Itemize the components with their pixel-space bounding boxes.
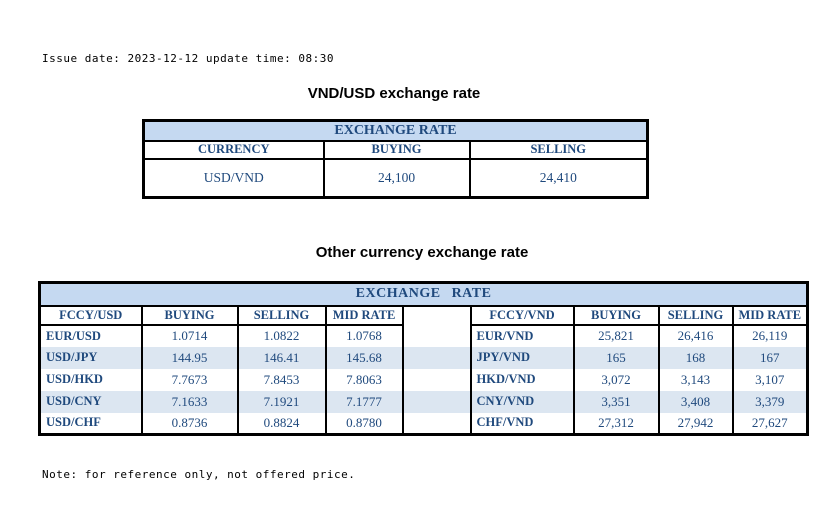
rate-value: 167 [731,346,809,369]
right-col-selling: SELLING [657,304,734,326]
rate-value: 7.8453 [236,368,327,391]
table-row: USD/CNY 7.1633 7.1921 7.1777 CNY/VND 3,3… [38,390,809,413]
rate-value: 0.8824 [236,412,327,435]
left-col-buying: BUYING [140,304,239,326]
rate-value: 27,627 [731,412,809,435]
usd-col-buying: BUYING [322,139,471,160]
pair-label: USD/JPY [38,346,143,369]
gap-cell [401,412,472,435]
left-col-midrate: MID RATE [324,304,404,326]
rate-value: 7.1633 [140,390,239,413]
other-table-band-header: EXCHANGE RATE [38,281,809,307]
rate-value: 7.1777 [324,390,404,413]
issue-date-line: Issue date: 2023-12-12 update time: 08:3… [42,52,335,65]
rate-value: 0.8780 [324,412,404,435]
rate-value: 0.8736 [140,412,239,435]
table-row: EUR/USD 1.0714 1.0822 1.0768 EUR/VND 25,… [38,324,809,347]
pair-label: USD/CNY [38,390,143,413]
pair-label: USD/HKD [38,368,143,391]
other-table-title: Other currency exchange rate [315,244,529,261]
gap-cell [401,390,472,413]
rate-value: 3,143 [657,368,734,391]
pair-label: HKD/VND [469,368,575,391]
right-col-buying: BUYING [572,304,660,326]
usd-col-selling: SELLING [468,139,649,160]
table-row: USD/VND 24,100 24,410 [142,157,649,199]
right-col-midrate: MID RATE [731,304,809,326]
rate-value: 3,408 [657,390,734,413]
pair-label: JPY/VND [469,346,575,369]
rate-value: 1.0768 [324,324,404,347]
table-row: USD/HKD 7.7673 7.8453 7.8063 HKD/VND 3,0… [38,368,809,391]
gap-cell [401,324,472,347]
usd-pair-cell: USD/VND [142,157,325,199]
rate-value: 145.68 [324,346,404,369]
rate-value: 7.8063 [324,368,404,391]
rate-value: 168 [657,346,734,369]
usd-buying-cell: 24,100 [322,157,471,199]
gap-cell [401,346,472,369]
rate-value: 165 [572,346,660,369]
usd-selling-cell: 24,410 [468,157,649,199]
usd-vnd-rate-table: EXCHANGE RATE CURRENCY BUYING SELLING US… [142,119,650,199]
pair-label: USD/CHF [38,412,143,435]
rate-value: 7.7673 [140,368,239,391]
rate-value: 1.0714 [140,324,239,347]
table-row: USD/CHF 0.8736 0.8824 0.8780 CHF/VND 27,… [38,412,809,435]
rate-value: 3,072 [572,368,660,391]
rate-value: 146.41 [236,346,327,369]
gap-cell [401,368,472,391]
rate-value: 7.1921 [236,390,327,413]
usd-table-band-header: EXCHANGE RATE [142,119,649,142]
rate-value: 27,942 [657,412,734,435]
left-col-selling: SELLING [236,304,327,326]
rate-value: 1.0822 [236,324,327,347]
left-col-fccy-usd: FCCY/USD [38,304,143,326]
pair-label: CNY/VND [469,390,575,413]
right-col-fccy-vnd: FCCY/VND [469,304,575,326]
rate-value: 3,351 [572,390,660,413]
table-row: USD/JPY 144.95 146.41 145.68 JPY/VND 165… [38,346,809,369]
rate-value: 3,379 [731,390,809,413]
gap-cell [401,304,472,325]
pair-label: CHF/VND [469,412,575,435]
note-line: Note: for reference only, not offered pr… [42,468,356,481]
rate-value: 3,107 [731,368,809,391]
rate-value: 25,821 [572,324,660,347]
rate-value: 26,416 [657,324,734,347]
rate-value: 144.95 [140,346,239,369]
usd-table-title: VND/USD exchange rate [307,85,481,102]
rate-value: 27,312 [572,412,660,435]
pair-label: EUR/USD [38,324,143,347]
rate-value: 26,119 [731,324,809,347]
usd-col-currency: CURRENCY [142,139,325,160]
other-currency-rate-table: EXCHANGE RATE FCCY/USD BUYING SELLING MI… [38,281,810,436]
pair-label: EUR/VND [469,324,575,347]
